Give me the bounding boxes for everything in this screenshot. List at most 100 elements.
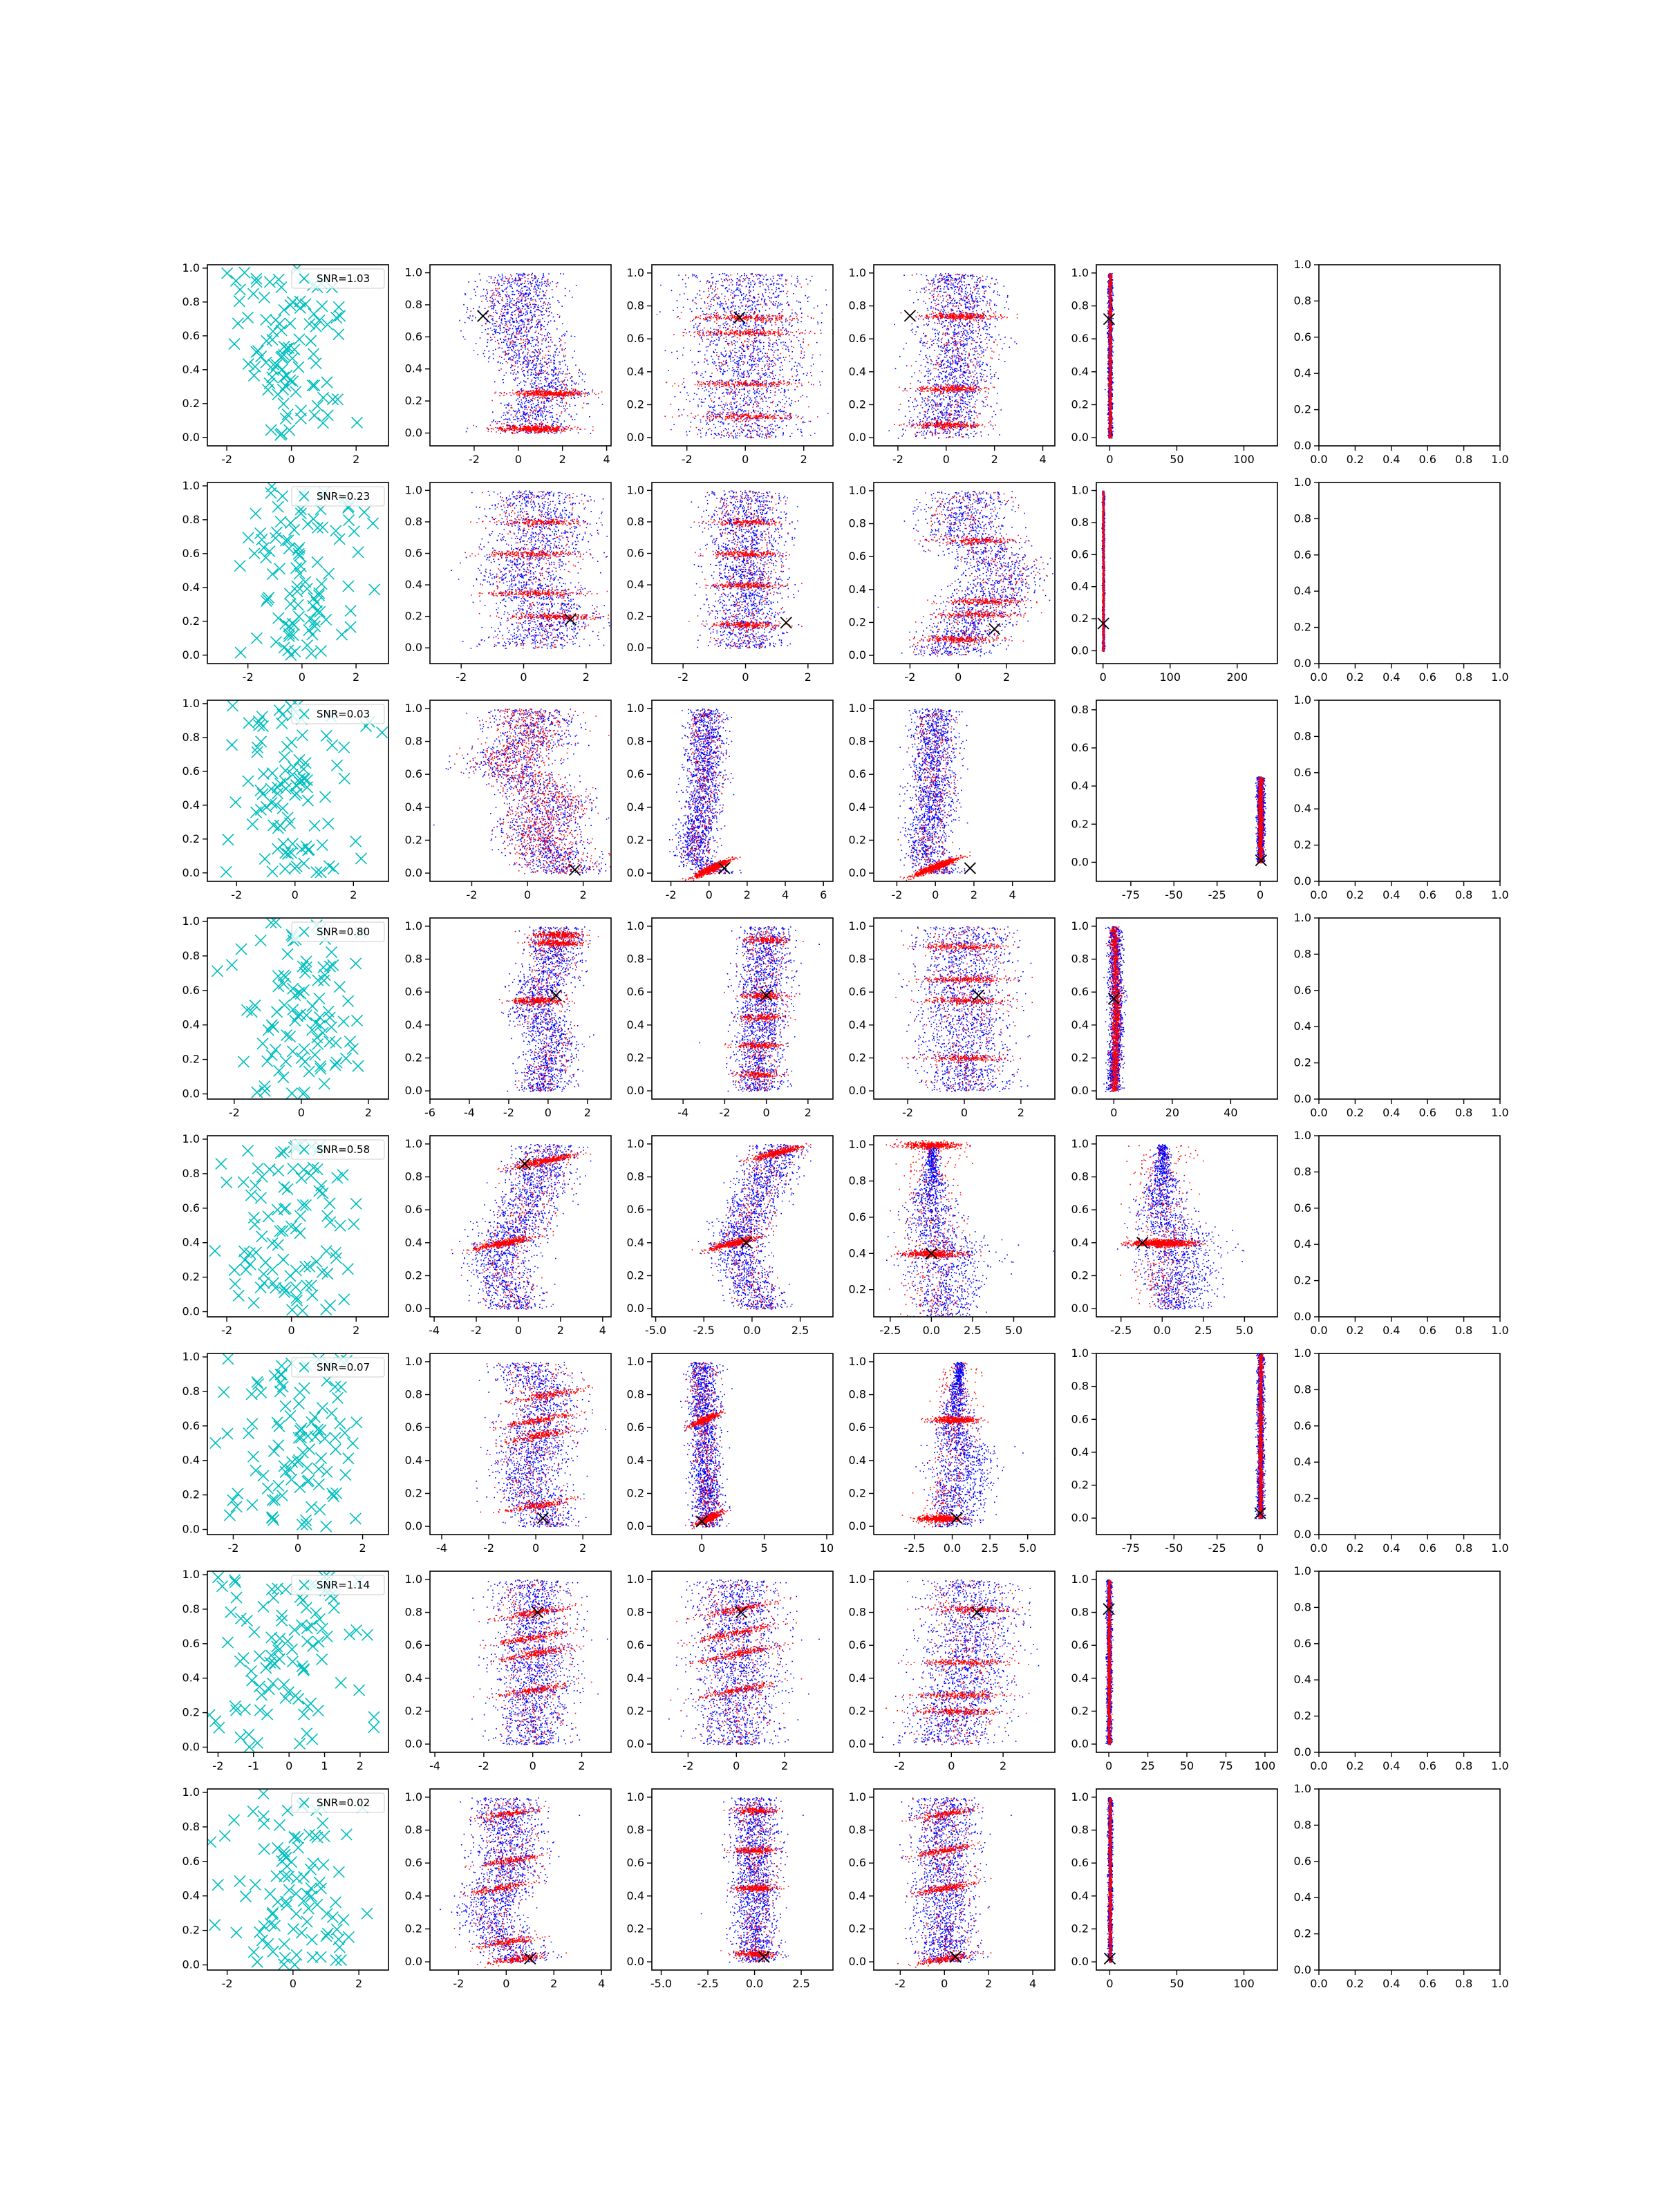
sample-point bbox=[288, 761, 300, 774]
sample-point bbox=[274, 516, 287, 528]
axes-frame bbox=[1318, 482, 1501, 664]
sample-point bbox=[241, 1004, 254, 1016]
plot-area bbox=[209, 1138, 362, 1317]
sample-point bbox=[278, 999, 291, 1011]
y-tick-label: 0.0 bbox=[405, 866, 422, 879]
y-tick-label: 0.8 bbox=[1071, 1606, 1089, 1619]
y-tick-label: 0.4 bbox=[182, 1454, 200, 1467]
sample-point bbox=[282, 1871, 295, 1883]
sample-point bbox=[243, 1427, 255, 1440]
y-tick-label: 0.8 bbox=[1071, 1380, 1089, 1393]
panel-r1-c5: 0.0 0.2 0.4 0.6 0.8 1.0 0.0 0.2 0.4 0.6 0.8 1.0 bbox=[1294, 476, 1509, 684]
sample-point bbox=[261, 593, 274, 606]
blue-series-points bbox=[877, 490, 1053, 657]
sample-point bbox=[361, 1629, 374, 1641]
sample-point bbox=[324, 1299, 337, 1312]
y-tick-label: 0.2 bbox=[627, 397, 644, 411]
sample-point bbox=[230, 1591, 243, 1604]
y-tick-label: 0.2 bbox=[627, 610, 644, 623]
x-tick-label: -2 bbox=[469, 453, 480, 466]
y-tick-label: 1.0 bbox=[1071, 1137, 1089, 1150]
red-series-points bbox=[453, 1798, 567, 1968]
x-tick-label: 1.0 bbox=[1491, 1759, 1508, 1772]
sample-point bbox=[330, 312, 343, 324]
sample-point bbox=[283, 630, 295, 643]
sample-point bbox=[245, 1388, 258, 1400]
panel-r0-c0: -2 0 2 0.0 0.2 0.4 0.6 0.8 1.0 SNR=1.03 bbox=[182, 261, 389, 466]
sample-point bbox=[333, 981, 346, 993]
sample-point bbox=[251, 746, 263, 758]
y-tick-label: 0.6 bbox=[182, 1855, 200, 1868]
sample-point bbox=[268, 1494, 281, 1506]
y-tick-label: 1.0 bbox=[182, 1350, 200, 1363]
y-tick-label: 0.8 bbox=[849, 735, 866, 748]
sample-point bbox=[302, 1902, 315, 1915]
sample-point bbox=[288, 1624, 301, 1636]
x-tick-label: 0.0 bbox=[1310, 453, 1327, 466]
sample-point bbox=[281, 812, 294, 824]
y-tick-label: 0.2 bbox=[182, 1706, 200, 1719]
panel-r6-c2: -2 0 2 0.0 0.2 0.4 0.6 0.8 1.0 bbox=[627, 1571, 834, 1772]
y-tick-label: 0.0 bbox=[182, 1958, 200, 1971]
x-tick-label: -6 bbox=[424, 1106, 435, 1119]
y-tick-label: 0.0 bbox=[182, 1523, 200, 1536]
y-tick-label: 0.8 bbox=[627, 515, 644, 528]
x-tick-label: 4 bbox=[603, 453, 610, 466]
sample-point bbox=[296, 729, 308, 742]
blue-series-points bbox=[440, 1797, 581, 1963]
marker-x bbox=[925, 1247, 937, 1259]
x-tick-label: -50 bbox=[1165, 1541, 1183, 1555]
sample-point bbox=[252, 1162, 264, 1174]
y-tick-label: 0.0 bbox=[1071, 431, 1089, 444]
sample-point bbox=[329, 1443, 342, 1456]
sample-point bbox=[315, 866, 327, 879]
red-series-points bbox=[1102, 490, 1105, 652]
x-tick-label: 0 bbox=[285, 1759, 292, 1772]
sample-point bbox=[274, 777, 287, 790]
axes-frame bbox=[873, 264, 1056, 447]
sample-point bbox=[209, 1919, 221, 1931]
sample-point bbox=[295, 1619, 308, 1631]
sample-point bbox=[301, 1462, 313, 1474]
legend-box bbox=[291, 1139, 385, 1160]
y-tick-label: 0.6 bbox=[182, 1637, 200, 1650]
y-tick-label: 1.0 bbox=[1294, 1347, 1311, 1360]
sample-point bbox=[255, 1387, 268, 1399]
x-tick-label: 0.8 bbox=[1455, 1541, 1472, 1555]
sample-point bbox=[266, 1908, 279, 1920]
x-tick-label: 0 bbox=[1257, 1541, 1264, 1555]
y-tick-label: 0.8 bbox=[1294, 512, 1311, 525]
y-tick-label: 0.8 bbox=[1294, 947, 1311, 960]
sample-point bbox=[295, 1423, 308, 1435]
sample-point bbox=[273, 317, 286, 330]
sample-point bbox=[246, 818, 259, 831]
legend-marker-icon bbox=[299, 1144, 310, 1155]
x-tick-label: 4 bbox=[1039, 453, 1046, 466]
x-tick-label: 0 bbox=[948, 1759, 955, 1772]
x-tick-label: 0.0 bbox=[743, 1324, 760, 1337]
sample-point bbox=[311, 1423, 324, 1436]
blue-series-points bbox=[690, 490, 800, 649]
sample-point bbox=[279, 412, 292, 425]
x-tick-label: 0.4 bbox=[1382, 453, 1400, 466]
sample-point bbox=[305, 1169, 317, 1181]
plot-area bbox=[668, 709, 742, 881]
sample-point bbox=[287, 629, 299, 641]
x-tick-label: 2 bbox=[357, 1759, 364, 1772]
y-tick-label: 0.4 bbox=[627, 1018, 644, 1031]
x-tick-label: 2 bbox=[1018, 1106, 1024, 1119]
plot-area bbox=[207, 1571, 380, 1752]
sample-point bbox=[338, 741, 350, 753]
sample-point bbox=[272, 612, 285, 624]
sample-point bbox=[301, 1635, 314, 1648]
sample-point bbox=[278, 1181, 290, 1193]
x-tick-label: 0.6 bbox=[1418, 1759, 1436, 1772]
x-tick-label: -2 bbox=[221, 1324, 232, 1337]
sample-point bbox=[317, 391, 330, 404]
blue-series-points bbox=[899, 1797, 1012, 1963]
sample-point bbox=[346, 1042, 359, 1055]
y-tick-label: 0.0 bbox=[849, 866, 866, 879]
sample-point bbox=[278, 1845, 290, 1858]
sample-point bbox=[255, 350, 268, 363]
sample-point bbox=[290, 1222, 302, 1235]
